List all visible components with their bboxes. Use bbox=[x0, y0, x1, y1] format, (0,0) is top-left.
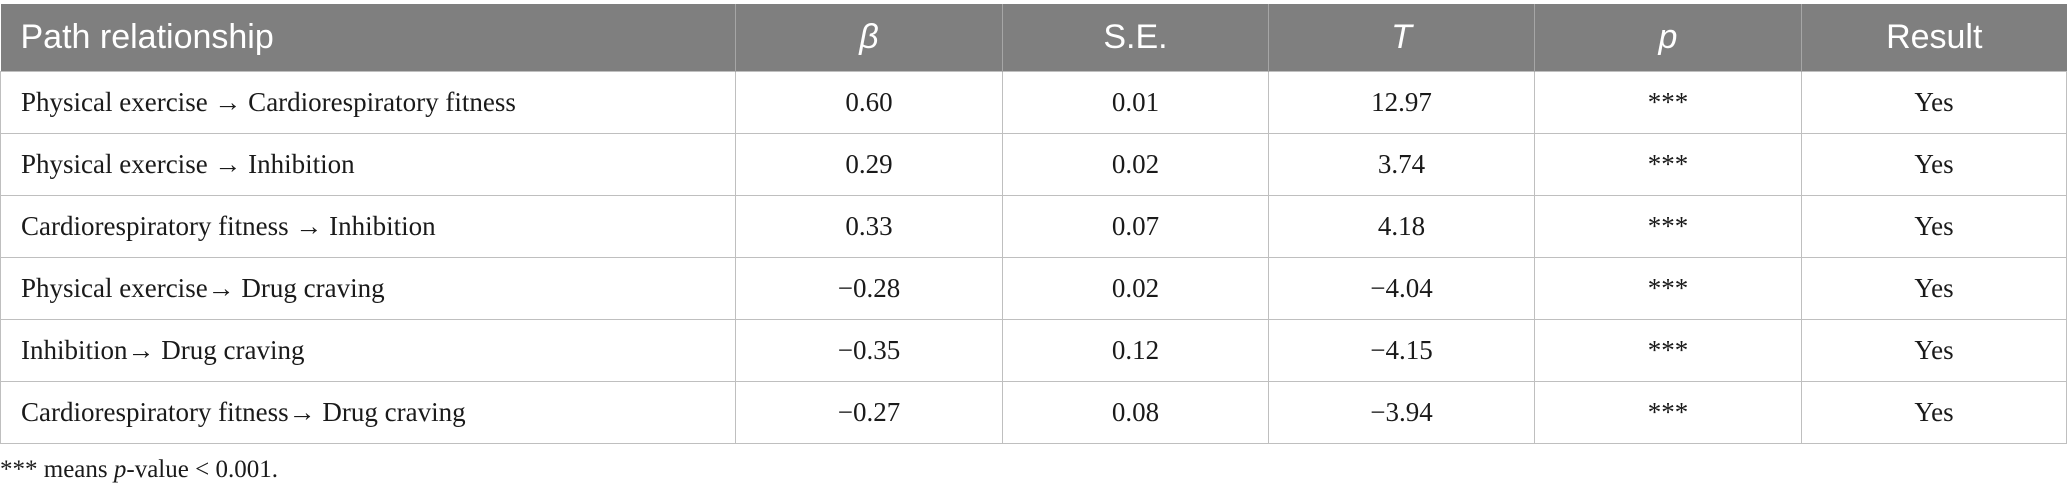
cell-t: 4.18 bbox=[1268, 195, 1535, 258]
cell-se: 0.02 bbox=[1002, 257, 1269, 320]
path-results-table: Path relationship β S.E. T p Result Phys… bbox=[0, 4, 2067, 444]
cell-t: 12.97 bbox=[1268, 71, 1535, 134]
cell-result: Yes bbox=[1801, 195, 2067, 258]
cell-beta: −0.28 bbox=[735, 257, 1003, 320]
cell-beta: 0.29 bbox=[735, 133, 1003, 196]
footnote-prefix: *** means bbox=[0, 456, 114, 483]
cell-result: Yes bbox=[1801, 381, 2067, 444]
header-t: T bbox=[1268, 4, 1535, 72]
cell-path: Physical exercise → Cardiorespiratory fi… bbox=[0, 71, 736, 134]
cell-se: 0.08 bbox=[1002, 381, 1269, 444]
cell-beta: 0.60 bbox=[735, 71, 1003, 134]
cell-t: 3.74 bbox=[1268, 133, 1535, 196]
cell-p: *** bbox=[1534, 71, 1802, 134]
cell-result: Yes bbox=[1801, 319, 2067, 382]
table-body: Physical exercise → Cardiorespiratory fi… bbox=[0, 71, 2067, 444]
header-beta: β bbox=[735, 4, 1003, 72]
cell-p: *** bbox=[1534, 195, 1802, 258]
cell-path: Cardiorespiratory fitness→ Drug craving bbox=[0, 381, 736, 444]
cell-path: Inhibition→ Drug craving bbox=[0, 319, 736, 382]
header-result: Result bbox=[1801, 4, 2067, 72]
table-row: Physical exercise → Inhibition 0.29 0.02… bbox=[0, 133, 2067, 196]
footnote-p-italic: p bbox=[113, 456, 127, 483]
cell-t: −4.15 bbox=[1268, 319, 1535, 382]
header-row: Path relationship β S.E. T p Result bbox=[0, 4, 2067, 72]
cell-beta: −0.35 bbox=[735, 319, 1003, 382]
table-row: Cardiorespiratory fitness → Inhibition 0… bbox=[0, 195, 2067, 258]
cell-beta: 0.33 bbox=[735, 195, 1003, 258]
cell-p: *** bbox=[1534, 381, 1802, 444]
cell-result: Yes bbox=[1801, 257, 2067, 320]
cell-p: *** bbox=[1534, 257, 1802, 320]
cell-beta: −0.27 bbox=[735, 381, 1003, 444]
cell-t: −3.94 bbox=[1268, 381, 1535, 444]
table-header: Path relationship β S.E. T p Result bbox=[0, 4, 2067, 72]
cell-se: 0.07 bbox=[1002, 195, 1269, 258]
table-row: Inhibition→ Drug craving −0.35 0.12 −4.1… bbox=[0, 319, 2067, 382]
table-row: Cardiorespiratory fitness→ Drug craving … bbox=[0, 381, 2067, 444]
cell-p: *** bbox=[1534, 319, 1802, 382]
header-se: S.E. bbox=[1002, 4, 1269, 72]
cell-t: −4.04 bbox=[1268, 257, 1535, 320]
cell-path: Cardiorespiratory fitness → Inhibition bbox=[0, 195, 736, 258]
cell-result: Yes bbox=[1801, 133, 2067, 196]
footnote-suffix: -value < 0.001. bbox=[126, 456, 278, 483]
cell-se: 0.01 bbox=[1002, 71, 1269, 134]
cell-p: *** bbox=[1534, 133, 1802, 196]
cell-se: 0.02 bbox=[1002, 133, 1269, 196]
cell-result: Yes bbox=[1801, 71, 2067, 134]
cell-path: Physical exercise→ Drug craving bbox=[0, 257, 736, 320]
cell-path: Physical exercise → Inhibition bbox=[0, 133, 736, 196]
table-row: Physical exercise→ Drug craving −0.28 0.… bbox=[0, 257, 2067, 320]
cell-se: 0.12 bbox=[1002, 319, 1269, 382]
header-path-relationship: Path relationship bbox=[0, 4, 736, 72]
header-p: p bbox=[1534, 4, 1802, 72]
table-row: Physical exercise → Cardiorespiratory fi… bbox=[0, 71, 2067, 134]
table-footnote: *** means p-value < 0.001. bbox=[0, 456, 278, 484]
